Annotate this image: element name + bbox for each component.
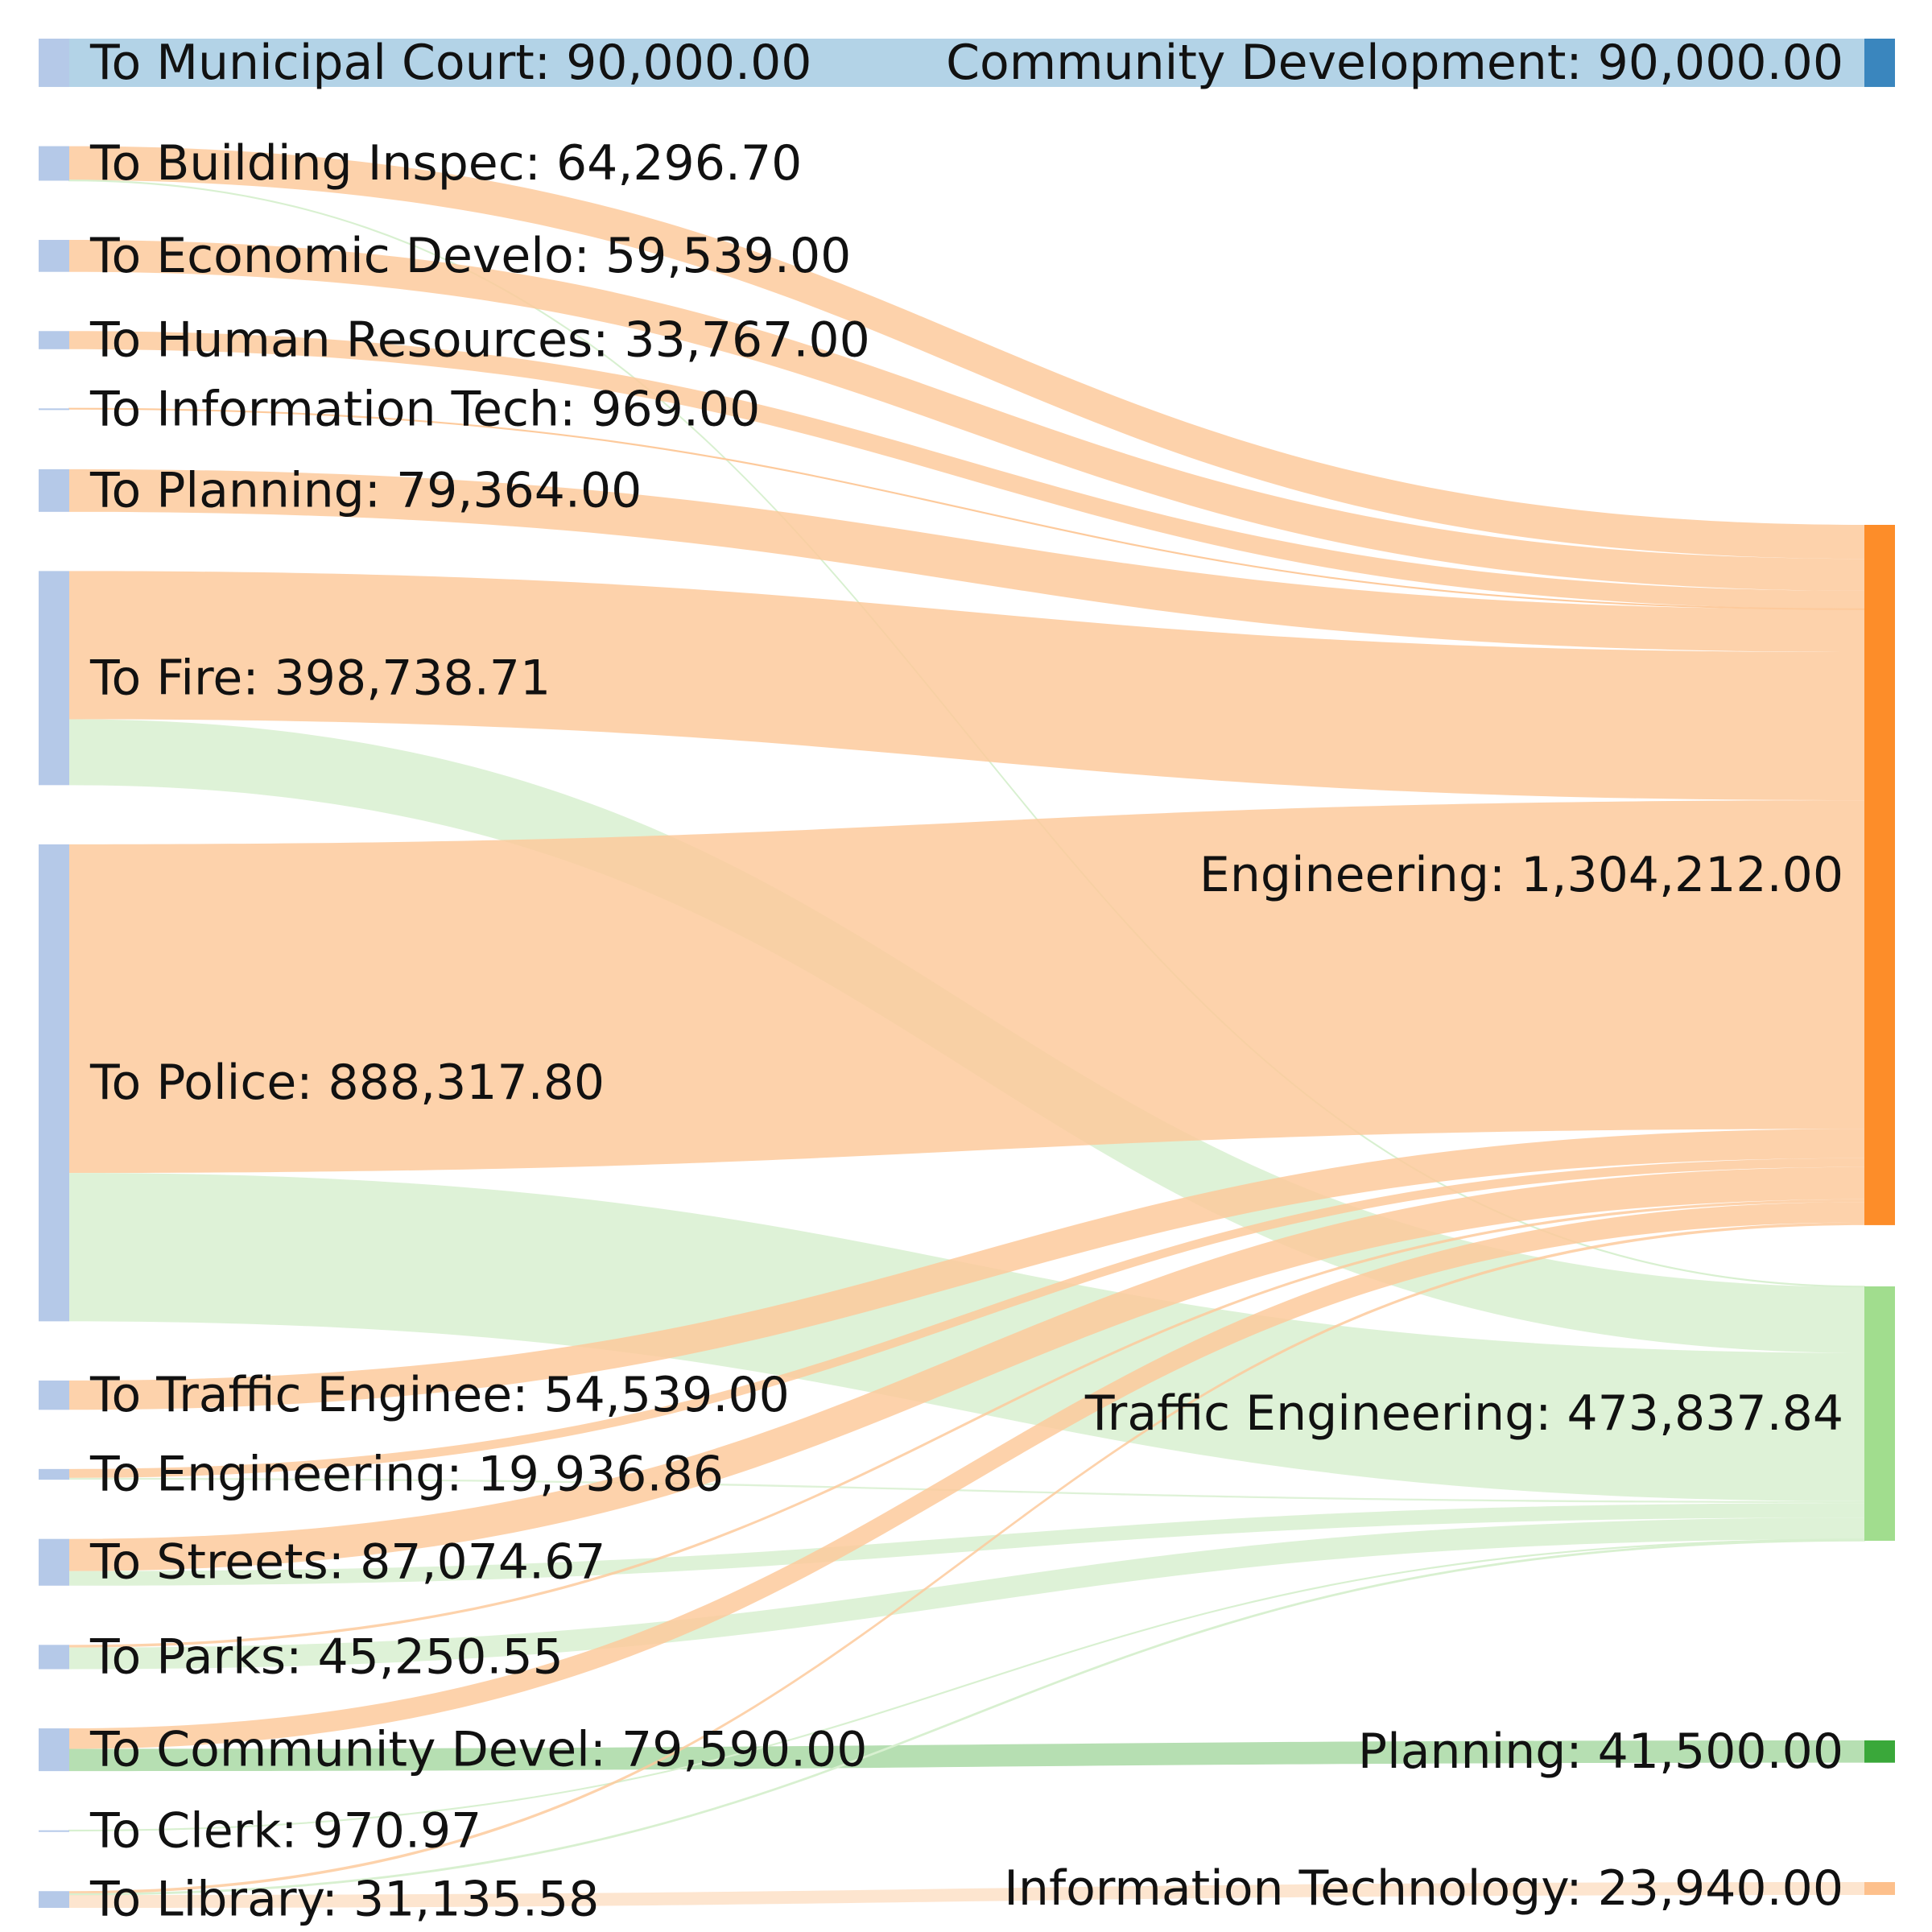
source-label-it: To Information Tech: 969.00: [89, 381, 760, 437]
target-node-t-eng: [1864, 525, 1895, 1225]
flow-pol-to-t-te: [69, 1173, 1864, 1501]
source-label-pk: To Parks: 45,250.55: [89, 1629, 564, 1685]
source-label-pol: To Police: 888,317.80: [89, 1055, 605, 1111]
flow-ed-to-t-eng: [69, 240, 1864, 591]
target-label-t-te: Traffic Engineering: 473,837.84: [1084, 1385, 1843, 1442]
flow-pk-to-t-eng: [69, 1199, 1864, 1648]
flow-cd-to-t-eng: [69, 1202, 1864, 1749]
target-node-t-te: [1864, 1286, 1895, 1542]
flow-eng-to-t-eng: [69, 1158, 1864, 1478]
source-node-fire: [39, 571, 69, 786]
source-node-cd: [39, 1728, 69, 1772]
source-label-lib: To Library: 31,135.58: [89, 1872, 599, 1928]
source-node-mc: [39, 39, 69, 88]
flow-lib-to-t-it: [69, 1882, 1864, 1908]
flow-pl-to-t-eng: [69, 469, 1864, 653]
source-label-eng: To Engineering: 19,936.86: [89, 1447, 724, 1503]
flow-pk-to-t-te: [69, 1517, 1864, 1670]
source-label-bi: To Building Inspec: 64,296.70: [89, 135, 802, 192]
source-node-clk: [39, 1830, 69, 1832]
source-label-ed: To Economic Develo: 59,539.00: [89, 228, 851, 284]
source-node-pol: [39, 844, 69, 1322]
source-node-pk: [39, 1645, 69, 1670]
flow-mc-to-t-cd: [69, 39, 1864, 88]
flow-bi-to-t-eng: [69, 146, 1864, 559]
source-label-st: To Streets: 87,074.67: [89, 1534, 605, 1591]
source-label-cd: To Community Devel: 79,590.00: [89, 1722, 867, 1778]
source-node-pl: [39, 469, 69, 512]
source-node-it: [39, 408, 69, 411]
source-node-te: [39, 1380, 69, 1410]
flow-te-to-t-eng: [69, 1129, 1864, 1410]
source-label-fire: To Fire: 398,738.71: [89, 650, 551, 706]
source-node-hr: [39, 331, 69, 349]
source-node-eng: [39, 1468, 69, 1480]
source-node-bi: [39, 146, 69, 181]
target-node-t-cd: [1864, 39, 1895, 88]
target-node-t-pl: [1864, 1740, 1895, 1763]
source-label-pl: To Planning: 79,364.00: [89, 462, 642, 518]
flow-pol-to-t-eng: [69, 800, 1864, 1174]
target-label-t-it: Information Technology: 23,940.00: [1004, 1860, 1843, 1917]
nodes: [39, 39, 1895, 1908]
source-label-mc: To Municipal Court: 90,000.00: [89, 35, 811, 91]
target-label-t-cd: Community Development: 90,000.00: [946, 35, 1843, 91]
source-label-te: To Traffic Enginee: 54,539.00: [89, 1367, 790, 1423]
flow-lib-to-t-eng: [69, 1222, 1864, 1894]
flow-lib-to-t-te: [68, 1538, 1865, 1896]
flow-eng-to-t-te: [69, 1477, 1864, 1504]
source-node-ed: [39, 240, 69, 272]
source-label-hr: To Human Resources: 33,767.00: [89, 312, 870, 369]
source-node-lib: [39, 1891, 69, 1908]
target-label-t-pl: Planning: 41,500.00: [1358, 1724, 1843, 1780]
flow-hr-to-t-eng: [69, 331, 1864, 609]
flow-cd-to-t-pl: [69, 1740, 1864, 1772]
source-node-st: [39, 1538, 69, 1586]
target-label-t-eng: Engineering: 1,304,212.00: [1199, 847, 1843, 903]
source-label-clk: To Clerk: 970.97: [89, 1803, 481, 1860]
flow-st-to-t-eng: [69, 1166, 1864, 1571]
node-labels: To Municipal Court: 90,000.00 To Building…: [89, 35, 1843, 1928]
flow-links: [68, 39, 1865, 1908]
flow-fire-to-t-eng: [69, 571, 1864, 801]
target-node-t-it: [1864, 1882, 1895, 1895]
flow-st-to-t-te: [69, 1503, 1864, 1586]
